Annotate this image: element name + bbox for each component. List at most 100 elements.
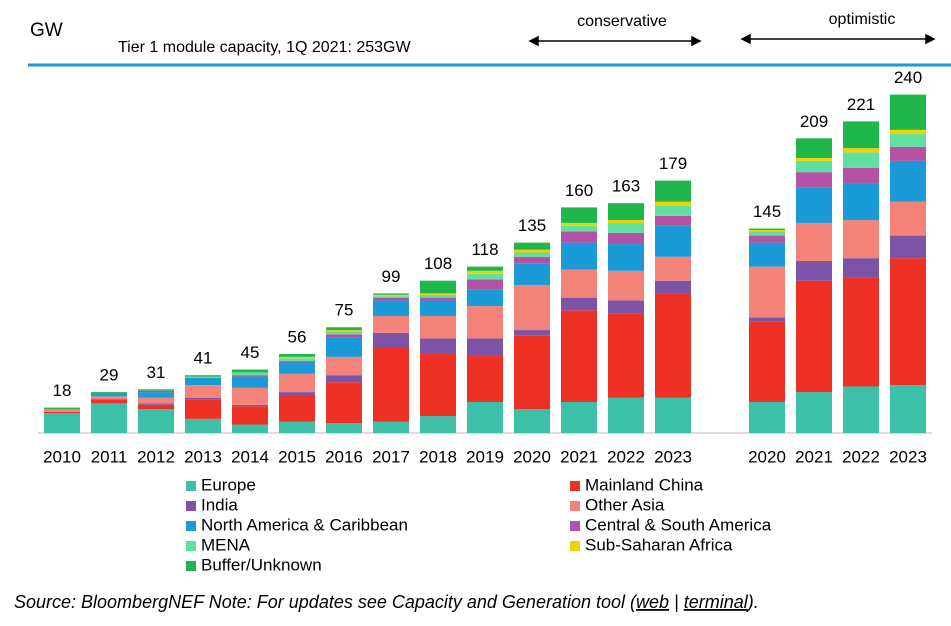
bar-segment xyxy=(796,158,832,161)
bar-segment xyxy=(890,160,926,202)
bar-segment xyxy=(467,355,503,402)
bar-segment xyxy=(420,293,456,295)
bar-segment xyxy=(514,249,550,253)
bar-segment xyxy=(796,187,832,223)
bar-segment xyxy=(608,313,644,398)
bar-segment xyxy=(843,148,879,153)
bar-segment xyxy=(843,220,879,259)
bar-segment xyxy=(796,172,832,188)
bar-segment xyxy=(843,152,879,168)
bar-segment xyxy=(514,256,550,264)
bar-segment xyxy=(91,403,127,433)
bar-segment xyxy=(890,385,926,433)
total-label: 56 xyxy=(288,328,307,347)
bar-segment xyxy=(185,418,221,433)
bar-segment xyxy=(467,273,503,280)
bar-segment xyxy=(608,244,644,271)
bar-segment xyxy=(608,270,644,301)
bar-segment xyxy=(749,321,785,402)
bar-segment xyxy=(232,387,268,405)
bar-segment xyxy=(890,258,926,386)
bar-segment xyxy=(279,421,315,433)
bar-segment xyxy=(514,284,550,331)
unit-label: GW xyxy=(30,20,63,41)
bar-segment xyxy=(749,229,785,232)
bar-segment xyxy=(655,180,691,202)
x-tick-label: 2022 xyxy=(607,447,645,466)
bar-segment xyxy=(890,235,926,259)
bar-segment xyxy=(373,421,409,433)
bar-segment xyxy=(467,279,503,290)
total-label: 163 xyxy=(612,177,640,196)
bar-segment xyxy=(373,294,409,297)
bar-segment xyxy=(843,121,879,149)
bar-segment xyxy=(655,280,691,294)
legend-label: Europe xyxy=(201,475,256,494)
bar-segment xyxy=(326,382,362,424)
bar-segment xyxy=(279,362,315,374)
bar-segment xyxy=(796,280,832,393)
bar-segment xyxy=(749,401,785,433)
legend-swatch xyxy=(186,521,196,531)
bar-segment xyxy=(655,201,691,206)
total-label: 18 xyxy=(53,381,72,400)
bar-segment xyxy=(44,409,80,412)
bar-segment xyxy=(890,146,926,161)
bar-segment xyxy=(138,403,174,405)
bar-segment xyxy=(373,332,409,347)
total-label: 240 xyxy=(894,68,922,87)
bar-segment xyxy=(420,416,456,433)
bar-segment xyxy=(514,263,550,285)
bar-segment xyxy=(279,354,315,357)
legend-label: MENA xyxy=(201,535,251,554)
bar-segment xyxy=(232,369,268,373)
bar-segment xyxy=(232,376,268,388)
legend-label: Other Asia xyxy=(585,495,665,514)
bar-segment xyxy=(373,296,409,298)
bar-segment xyxy=(326,331,362,335)
total-label: 145 xyxy=(753,202,781,221)
legend-label: Buffer/Unknown xyxy=(201,555,322,574)
x-tick-label: 2010 xyxy=(43,447,81,466)
bar-segment xyxy=(514,252,550,257)
bar-segment xyxy=(420,354,456,417)
bar-segment xyxy=(232,424,268,433)
source: Source: BloombergNEF Note: For updates s… xyxy=(14,592,759,612)
x-tick-label: 2022 xyxy=(842,447,880,466)
bar-segment xyxy=(514,242,550,250)
bar-segment xyxy=(467,289,503,307)
bar-segment xyxy=(843,167,879,184)
bar-segment xyxy=(655,293,691,398)
bar-segment xyxy=(279,394,315,422)
bar-segment xyxy=(138,389,174,391)
total-label: 221 xyxy=(847,95,875,114)
bar-segment xyxy=(279,373,315,393)
bar-segment xyxy=(373,297,409,301)
x-tick-label: 2016 xyxy=(325,447,363,466)
total-label: 108 xyxy=(424,254,452,273)
link[interactable]: web xyxy=(636,592,669,612)
bar-segment xyxy=(749,228,785,230)
bar-segment xyxy=(232,406,268,425)
bar-segment xyxy=(749,235,785,243)
legend-label: Central & South America xyxy=(585,515,772,534)
bar-segment xyxy=(326,330,362,332)
bar-segment xyxy=(467,270,503,274)
bar-segment xyxy=(890,94,926,130)
scenario-label: conservative xyxy=(577,13,667,30)
bar-segment xyxy=(420,280,456,294)
link[interactable]: terminal xyxy=(684,592,749,612)
total-label: 75 xyxy=(335,301,354,320)
legend-swatch xyxy=(186,481,196,491)
bar-segment xyxy=(279,358,315,362)
x-tick-label: 2023 xyxy=(889,447,927,466)
bar-segment xyxy=(91,392,127,394)
bar-segment xyxy=(655,256,691,281)
bar-segment xyxy=(279,356,315,359)
bar-segment xyxy=(44,413,80,433)
bar-segment xyxy=(608,232,644,245)
legend-swatch xyxy=(186,561,196,571)
scenario-label: optimistic xyxy=(829,11,896,28)
bar-segment xyxy=(185,399,221,419)
